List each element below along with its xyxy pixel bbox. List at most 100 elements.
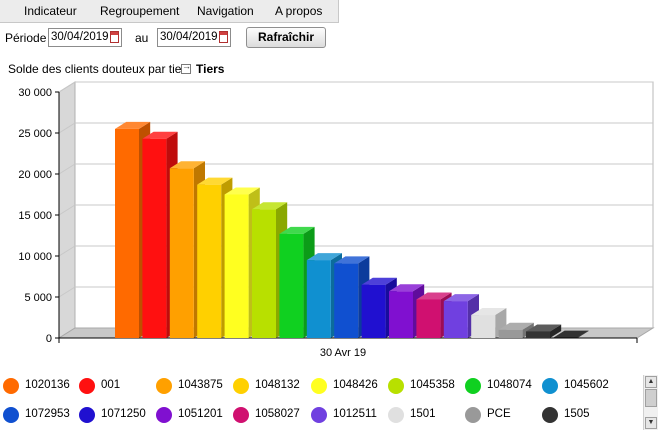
legend-swatch — [233, 378, 249, 394]
bar-top — [252, 202, 288, 210]
bar-chart: 0 5 000 10 000 15 000 20 000 25 000 30 000 30 A… — [18, 81, 655, 359]
legend-swatch — [79, 407, 95, 423]
bar — [306, 260, 331, 338]
bar-top — [169, 161, 205, 169]
legend-swatch — [388, 407, 404, 423]
menu-indicateur[interactable]: Indicateur — [24, 4, 77, 18]
bar — [252, 209, 276, 338]
bar — [416, 299, 441, 338]
legend-swatch — [79, 378, 95, 394]
legend-label: 1020136 — [25, 379, 70, 391]
legend-label: 1048426 — [333, 379, 378, 391]
legend-swatch — [3, 407, 19, 423]
bar — [334, 263, 359, 338]
y-tick-label: 25 000 — [18, 128, 52, 140]
bar-side — [550, 324, 562, 338]
legend-label: 1505 — [564, 408, 590, 420]
date-to-field[interactable]: 30/04/2019 — [157, 28, 231, 47]
legend-label: PCE — [487, 408, 511, 420]
bar-top — [224, 187, 260, 195]
legend-label: 1045602 — [564, 379, 609, 391]
date-from-value: 30/04/2019 — [51, 31, 109, 43]
legend-swatch — [3, 378, 19, 394]
drill-arrow-icon[interactable] — [181, 61, 191, 74]
bar-top — [471, 308, 507, 316]
bar — [526, 331, 550, 338]
legend-label: 1071250 — [101, 408, 146, 420]
legend-scrollbar[interactable]: ▲ ▼ — [643, 375, 658, 430]
y-tick-label: 10 000 — [18, 251, 52, 263]
bar-top — [334, 256, 370, 264]
legend-swatch — [311, 378, 327, 394]
legend-swatch — [465, 378, 481, 394]
legend-swatch — [465, 407, 481, 423]
gridline-side — [58, 204, 76, 216]
calendar-icon[interactable] — [110, 31, 119, 43]
legend-label: 1045358 — [410, 379, 455, 391]
legend-label: 1048132 — [255, 379, 300, 391]
bar — [389, 291, 413, 338]
legend-swatch — [388, 378, 404, 394]
legend-swatch — [542, 407, 558, 423]
menu-regroupement[interactable]: Regroupement — [100, 4, 180, 18]
bar — [443, 301, 468, 338]
y-tick-label: 5 000 — [24, 292, 52, 304]
y-tick-label: 0 — [46, 333, 52, 345]
legend-label: 001 — [101, 379, 121, 391]
menu-a-propos[interactable]: A propos — [275, 4, 323, 18]
legend-swatch — [311, 407, 327, 423]
legend-swatch — [233, 407, 249, 423]
y-tick-label: 15 000 — [18, 210, 52, 222]
date-to-value: 30/04/2019 — [160, 31, 218, 43]
date-from-field[interactable]: 30/04/2019 — [48, 28, 122, 47]
bar — [115, 128, 139, 338]
legend-label: 1072953 — [25, 408, 70, 420]
menu-bar: Indicateur Regroupement Navigation A pro… — [0, 0, 339, 23]
bar-top — [526, 324, 562, 332]
legend-swatch — [156, 407, 172, 423]
bar — [279, 233, 304, 338]
scrollbar-thumb[interactable] — [645, 389, 657, 407]
bar-top — [553, 330, 589, 338]
bar-top — [389, 284, 425, 292]
scroll-down-icon[interactable]: ▼ — [645, 417, 657, 429]
chart-title: Solde des clients douteux par tiers — [8, 62, 192, 76]
gridline-side — [58, 245, 76, 257]
legend-swatch — [542, 378, 558, 394]
bar-top — [306, 253, 342, 261]
legend-label: 1058027 — [255, 408, 300, 420]
x-tick-label: 30 Avr 19 — [320, 347, 366, 359]
to-label: au — [135, 31, 149, 45]
bar — [169, 168, 194, 338]
bar-top — [498, 322, 534, 330]
gridline-side — [58, 81, 76, 93]
bar — [224, 194, 249, 338]
legend-label: 1043875 — [178, 379, 223, 391]
chart-legend: 1020136 001 1043875 1048132 1048426 1045358 10… — [0, 368, 645, 430]
y-tick-label: 20 000 — [18, 169, 52, 181]
refresh-button[interactable]: Rafraîchir — [246, 27, 326, 48]
bar — [471, 315, 496, 338]
grouping-link-tiers[interactable]: Tiers — [196, 62, 225, 76]
bar-top — [142, 131, 178, 139]
bar-side — [577, 330, 589, 338]
scroll-up-icon[interactable]: ▲ — [645, 376, 657, 388]
bar-top — [443, 294, 479, 302]
legend-label: 1048074 — [487, 379, 532, 391]
bar — [197, 184, 222, 338]
bar-top — [361, 277, 397, 285]
menu-navigation[interactable]: Navigation — [197, 4, 254, 18]
legend-swatch — [156, 378, 172, 394]
bar — [142, 138, 167, 338]
legend-label: 1012511 — [333, 408, 377, 420]
bar-top — [115, 121, 151, 129]
gridline-side — [58, 122, 76, 134]
gridline-side — [58, 163, 76, 175]
period-label: Période — [5, 31, 47, 45]
bar-top — [279, 226, 315, 234]
bar — [498, 329, 523, 338]
bar-top — [197, 177, 233, 185]
y-tick-label: 30 000 — [18, 87, 52, 99]
calendar-icon[interactable] — [219, 31, 228, 43]
gridline-side — [58, 286, 76, 298]
